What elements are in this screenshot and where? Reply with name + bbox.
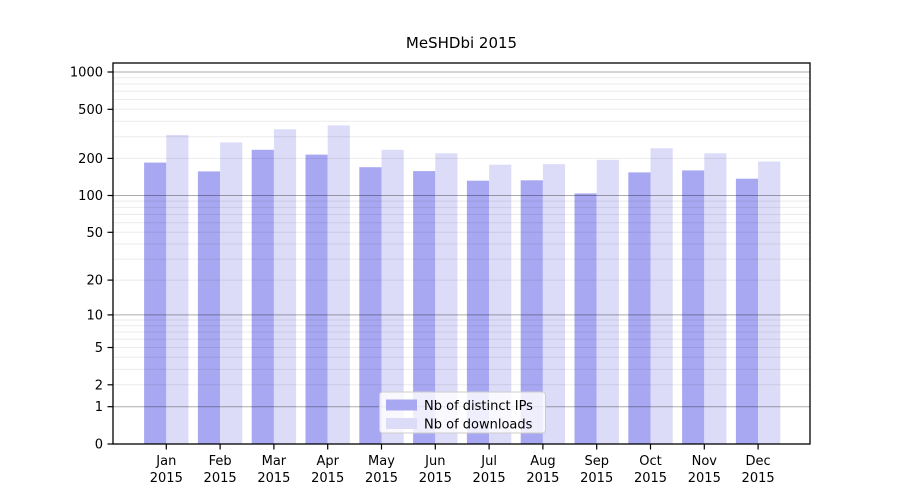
y-axis-ticks: 0 1 2 5 10 20 50 100 200 500 1000 <box>70 66 113 453</box>
bar-nov-nb-of-distinct-ips <box>682 170 705 444</box>
legend-swatch-nb-of-distinct-ips <box>386 399 417 411</box>
bar-dec-nb-of-downloads <box>758 161 781 444</box>
x-tick-label-year-nov: 2015 <box>688 471 721 486</box>
x-tick-label-year-feb: 2015 <box>204 471 237 486</box>
x-tick-label-year-apr: 2015 <box>311 471 344 486</box>
x-axis-ticks: Jan 2015 Feb 2015 Mar 2015 Apr 2015 May 2015 Jun 20… <box>150 444 775 486</box>
legend-label-nb-of-distinct-ips: Nb of distinct IPs <box>424 399 533 414</box>
bar-jun-nb-of-downloads <box>435 153 458 445</box>
bar-oct-nb-of-distinct-ips <box>628 172 651 444</box>
bar-aug-nb-of-distinct-ips <box>520 180 543 445</box>
legend-box <box>379 391 546 434</box>
bar-jan-nb-of-distinct-ips <box>144 162 167 444</box>
bar-apr-nb-of-downloads <box>327 125 350 445</box>
bar-sep-nb-of-downloads <box>596 159 619 445</box>
x-tick-label-month-jun: Jun <box>424 454 445 469</box>
y-tick-label-0: 0 <box>95 438 103 453</box>
y-tick-label-1: 1 <box>95 400 103 415</box>
x-tick-label-year-aug: 2015 <box>526 471 559 486</box>
y-tick-label-1000: 1000 <box>70 66 103 81</box>
y-tick-label-2: 2 <box>95 378 103 393</box>
x-tick-label-month-feb: Feb <box>209 454 232 469</box>
x-tick-label-month-may: May <box>368 454 395 469</box>
y-tick-label-5: 5 <box>95 341 103 356</box>
x-tick-label-year-oct: 2015 <box>634 471 667 486</box>
plot-frame <box>112 62 811 445</box>
y-tick-label-10: 10 <box>86 308 103 323</box>
x-tick-label-month-mar: Mar <box>262 454 287 469</box>
bar-jul-nb-of-distinct-ips <box>466 180 490 444</box>
x-tick-label-month-oct: Oct <box>639 454 661 469</box>
x-tick-label-month-jan: Jan <box>155 454 176 469</box>
bar-feb-nb-of-downloads <box>220 142 243 444</box>
bar-oct-nb-of-downloads <box>650 148 673 444</box>
x-tick-label-year-sep: 2015 <box>580 471 613 486</box>
bar-dec-nb-of-distinct-ips <box>735 178 759 444</box>
legend-label-nb-of-downloads: Nb of downloads <box>424 418 533 433</box>
bar-jan-nb-of-downloads <box>166 134 189 444</box>
x-tick-label-year-jul: 2015 <box>473 471 506 486</box>
bar-aug-nb-of-downloads <box>542 164 566 444</box>
bar-may-nb-of-downloads <box>381 149 404 445</box>
y-tick-label-50: 50 <box>86 226 103 241</box>
x-tick-label-year-dec: 2015 <box>742 471 775 486</box>
x-tick-label-month-dec: Dec <box>746 454 771 469</box>
x-tick-label-month-sep: Sep <box>584 454 609 469</box>
y-tick-label-20: 20 <box>86 274 103 289</box>
y-tick-label-100: 100 <box>78 189 103 204</box>
x-tick-label-year-jun: 2015 <box>419 471 452 486</box>
bar-apr-nb-of-distinct-ips <box>305 154 328 444</box>
x-tick-label-month-apr: Apr <box>316 454 339 469</box>
y-tick-label-500: 500 <box>78 103 103 118</box>
bar-jul-nb-of-downloads <box>489 164 512 444</box>
bar-feb-nb-of-distinct-ips <box>197 171 221 444</box>
x-tick-label-year-jan: 2015 <box>150 471 183 486</box>
bar-jun-nb-of-distinct-ips <box>413 171 436 444</box>
bar-may-nb-of-distinct-ips <box>359 167 382 444</box>
x-tick-label-year-may: 2015 <box>365 471 398 486</box>
x-tick-label-month-jul: Jul <box>480 454 497 469</box>
x-tick-label-year-mar: 2015 <box>257 471 290 486</box>
bar-mar-nb-of-downloads <box>273 129 297 444</box>
legend: Nb of distinct IPs Nb of downloads <box>379 391 546 434</box>
y-tick-label-200: 200 <box>78 152 103 167</box>
legend-swatch-nb-of-downloads <box>386 418 417 429</box>
bar-sep-nb-of-distinct-ips <box>574 193 597 444</box>
x-tick-label-month-aug: Aug <box>530 454 555 469</box>
bars-layer <box>144 125 781 445</box>
bar-nov-nb-of-downloads <box>704 153 727 445</box>
plot-border <box>112 62 811 445</box>
gridlines-layer <box>113 71 810 408</box>
chart-title: MeSHDbi 2015 <box>406 34 517 52</box>
bar-mar-nb-of-distinct-ips <box>251 149 274 445</box>
x-tick-label-month-nov: Nov <box>692 454 718 469</box>
